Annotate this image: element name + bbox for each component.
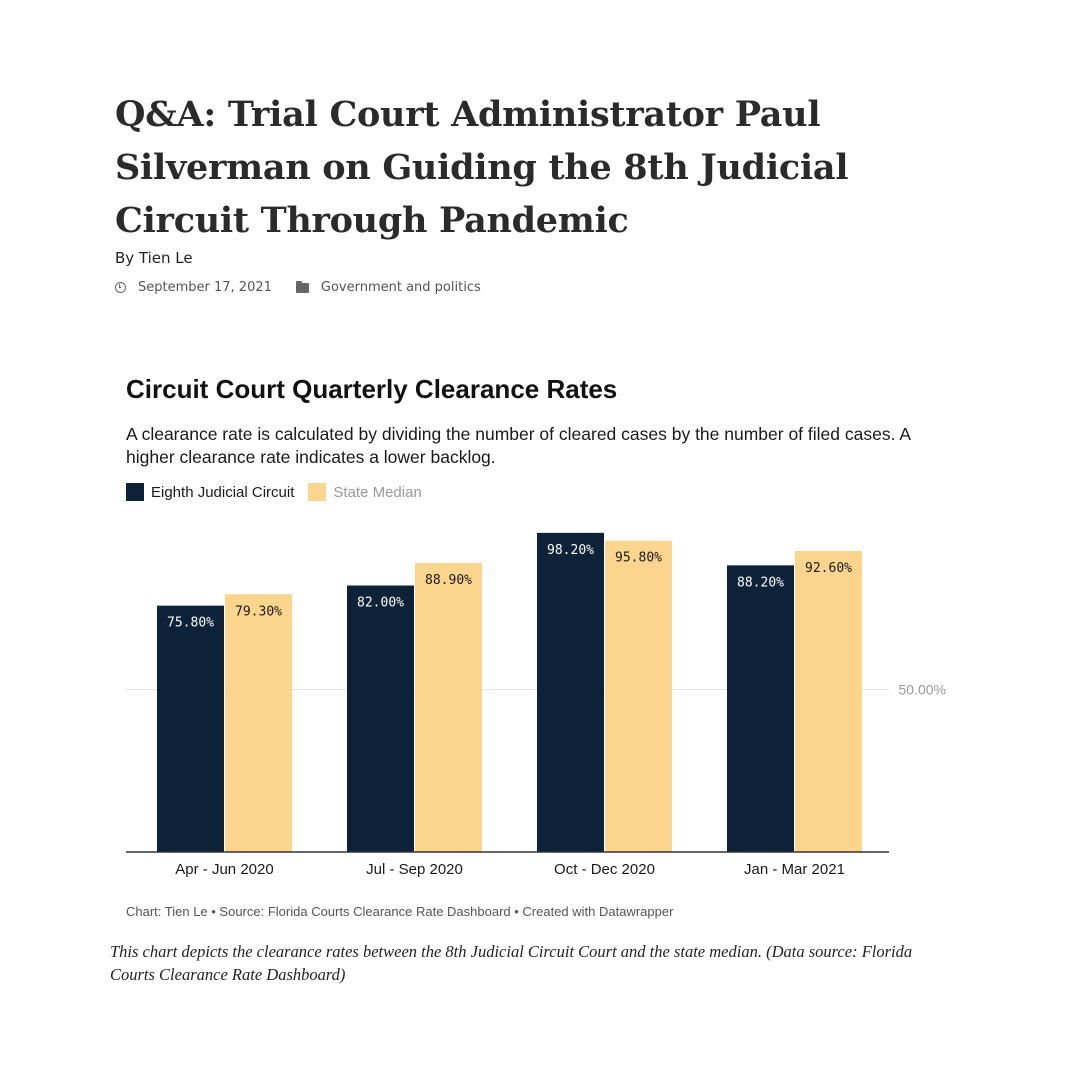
folder-icon bbox=[295, 280, 309, 293]
x-tick-label: Oct - Dec 2020 bbox=[554, 861, 655, 878]
data-label: 88.20% bbox=[737, 575, 784, 590]
bar-eighth-circuit bbox=[347, 585, 414, 852]
legend-label-eighth-circuit: Eighth Judicial Circuit bbox=[151, 483, 295, 501]
bar-state-median bbox=[415, 563, 482, 852]
x-tick-label: Jan - Mar 2021 bbox=[744, 861, 845, 878]
data-label: 79.30% bbox=[235, 604, 282, 619]
bar-eighth-circuit bbox=[537, 532, 604, 852]
chart-title: Circuit Court Quarterly Clearance Rates bbox=[126, 374, 618, 404]
data-label: 82.00% bbox=[357, 596, 404, 611]
article-title: Q&A: Trial Court Administrator Paul Silv… bbox=[115, 94, 849, 241]
article-meta: September 17, 2021 Government and politi… bbox=[115, 280, 481, 295]
bar-state-median bbox=[225, 594, 292, 852]
bar-eighth-circuit bbox=[727, 565, 794, 852]
bar-state-median bbox=[605, 540, 672, 852]
x-tick-label: Apr - Jun 2020 bbox=[175, 861, 273, 878]
legend-swatch-state-median bbox=[308, 483, 327, 501]
bar-state-median bbox=[795, 551, 862, 852]
legend-swatch-eighth-circuit bbox=[126, 483, 144, 501]
y-tick-label: 50.00% bbox=[899, 682, 946, 698]
bar-eighth-circuit bbox=[157, 605, 224, 852]
legend-label-state-median: State Median bbox=[333, 483, 422, 501]
chart-legend: Eighth Judicial Circuit State Median bbox=[126, 483, 436, 501]
chart-subtitle: A clearance rate is calculated by dividi… bbox=[126, 424, 911, 467]
category-link[interactable]: Government and politics bbox=[320, 280, 481, 295]
byline: By Tien Le bbox=[115, 249, 193, 267]
data-label: 88.90% bbox=[425, 573, 472, 588]
x-tick-label: Jul - Sep 2020 bbox=[366, 861, 463, 878]
data-label: 98.20% bbox=[547, 543, 594, 558]
legend-item-state-median: State Median bbox=[308, 483, 422, 501]
clock-icon bbox=[115, 282, 126, 293]
chart-footer: Chart: Tien Le • Source: Florida Courts … bbox=[126, 904, 674, 919]
data-label: 92.60% bbox=[805, 561, 852, 576]
data-label: 95.80% bbox=[615, 551, 662, 566]
legend-item-eighth-circuit: Eighth Judicial Circuit bbox=[126, 483, 294, 501]
image-caption: This chart depicts the clearance rates b… bbox=[110, 942, 913, 984]
publish-date: September 17, 2021 bbox=[138, 280, 272, 295]
data-label: 75.80% bbox=[167, 616, 214, 631]
